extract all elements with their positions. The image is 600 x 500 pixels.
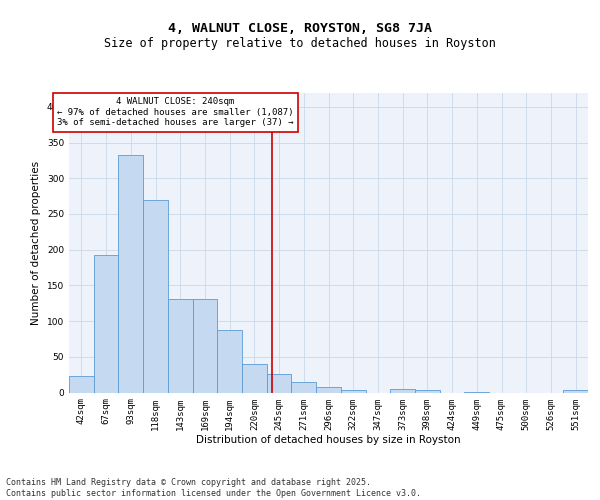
Bar xyxy=(415,390,440,392)
Bar xyxy=(217,330,242,392)
Text: 4, WALNUT CLOSE, ROYSTON, SG8 7JA: 4, WALNUT CLOSE, ROYSTON, SG8 7JA xyxy=(168,22,432,36)
Bar xyxy=(94,254,118,392)
Text: 4 WALNUT CLOSE: 240sqm
← 97% of detached houses are smaller (1,087)
3% of semi-d: 4 WALNUT CLOSE: 240sqm ← 97% of detached… xyxy=(57,98,293,128)
Bar xyxy=(316,387,341,392)
Bar xyxy=(292,382,316,392)
Bar xyxy=(118,154,143,392)
Bar xyxy=(390,389,415,392)
Bar xyxy=(267,374,292,392)
Bar xyxy=(563,390,588,392)
Bar xyxy=(69,376,94,392)
Bar xyxy=(168,299,193,392)
Bar xyxy=(242,364,267,392)
X-axis label: Distribution of detached houses by size in Royston: Distribution of detached houses by size … xyxy=(196,435,461,445)
Text: Size of property relative to detached houses in Royston: Size of property relative to detached ho… xyxy=(104,38,496,51)
Bar xyxy=(143,200,168,392)
Y-axis label: Number of detached properties: Number of detached properties xyxy=(31,160,41,324)
Bar xyxy=(341,390,365,392)
Bar xyxy=(193,299,217,392)
Text: Contains HM Land Registry data © Crown copyright and database right 2025.
Contai: Contains HM Land Registry data © Crown c… xyxy=(6,478,421,498)
